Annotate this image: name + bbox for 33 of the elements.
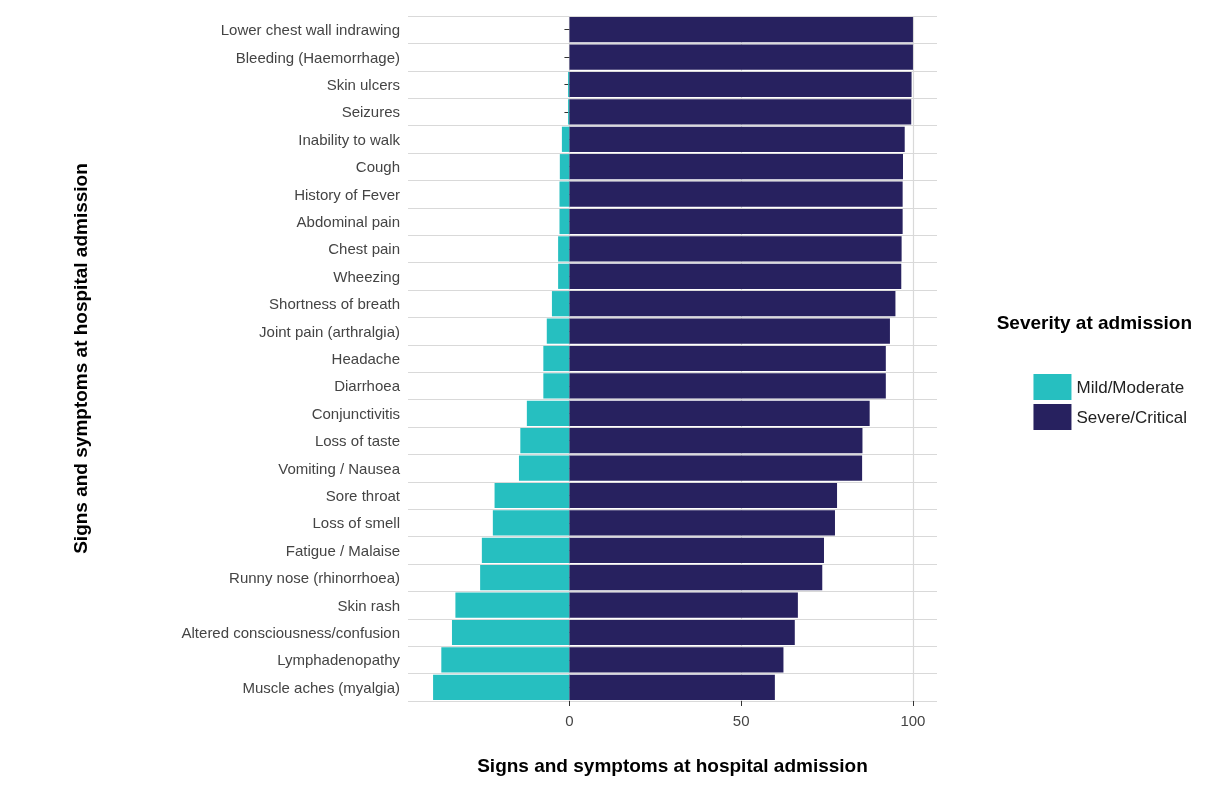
y-tick-label: Loss of taste	[314, 432, 400, 450]
y-tick-label: History of Fever	[294, 185, 400, 203]
y-tick-label: Skin ulcers	[326, 76, 400, 93]
y-tick-label: Joint pain (arthralgia)	[259, 322, 400, 340]
y-tick-label: Sore throat	[325, 487, 401, 504]
y-tick-label: Altered consciousness/confusion	[181, 624, 400, 641]
x-tick-label: 0	[565, 712, 574, 729]
y-tick-label: Headache	[331, 350, 400, 367]
y-tick-label: Loss of smell	[312, 514, 400, 532]
y-tick-label: Seizures	[341, 103, 400, 121]
y-tick-label: Muscle aches (myalgia)	[242, 678, 400, 696]
y-tick-label: Wheezing	[333, 267, 400, 285]
y-tick-label: Diarrhoea	[334, 377, 401, 395]
y-tick-label: Shortness of breath	[269, 295, 400, 313]
legend-label: Severe/Critical	[1076, 407, 1188, 427]
x-axis-title: Signs and symptoms at hospital admission	[477, 755, 868, 776]
y-tick-label: Fatigue / Malaise	[285, 541, 400, 559]
legend-label: Mild/Moderate	[1076, 377, 1185, 397]
y-tick-label: Cough	[355, 158, 400, 176]
legend-title: Severity at admission	[996, 312, 1193, 333]
y-tick-label: Skin rash	[337, 596, 400, 614]
y-tick-label: Abdominal pain	[296, 213, 400, 230]
y-tick-label: Lymphadenopathy	[277, 651, 401, 669]
y-tick-label: Conjunctivitis	[311, 404, 400, 422]
y-tick-label: Lower chest wall indrawing	[220, 21, 400, 39]
x-tick-label: 100	[900, 712, 926, 729]
y-tick-label: Inability to walk	[298, 130, 401, 148]
y-tick-label: Chest pain	[328, 240, 400, 258]
x-tick-label: 50	[732, 712, 750, 729]
y-axis-title: Signs and symptoms at hospital admission	[70, 163, 91, 554]
y-tick-label: Vomiting / Nausea	[278, 459, 401, 477]
y-tick-label: Runny nose (rhinorrhoea)	[229, 569, 400, 587]
y-tick-label: Bleeding (Haemorrhage)	[235, 48, 400, 66]
